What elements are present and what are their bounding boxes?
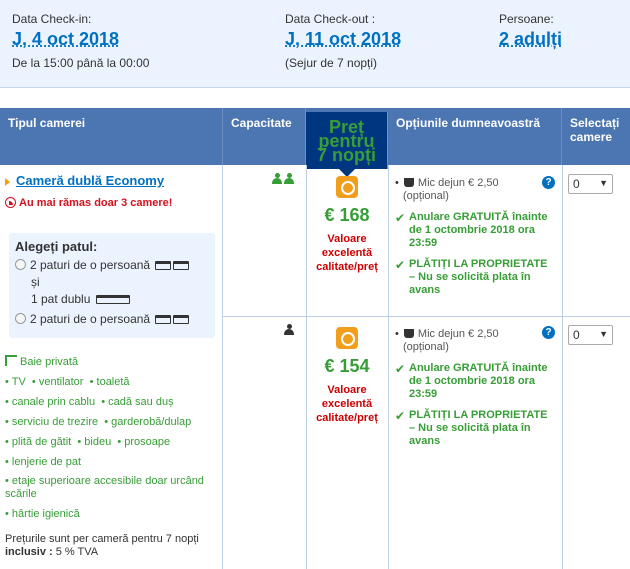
checkin-hours: De la 15:00 până la 00:00	[12, 56, 150, 70]
facility-item: • serviciu de trezire • garderobă/dulap	[5, 416, 192, 428]
checkout-date[interactable]: J, 11 oct 2018	[285, 29, 402, 49]
stay-length: (Sejur de 7 nopți)	[285, 56, 378, 70]
header-price: Preț pentru 7 nopți	[306, 112, 388, 177]
double-bed-icon	[95, 295, 130, 304]
header-select: Selectați camere	[570, 116, 620, 144]
room-name-link[interactable]: Cameră dublă Economy	[5, 173, 164, 188]
checkmark-icon: ✔	[395, 211, 406, 225]
bed-option-1[interactable]: 2 paturi de o persoană și 1 pat dublu	[15, 257, 209, 308]
facility-item: • hârtie igienică	[5, 508, 80, 520]
price-note: Prețurile sunt per cameră pentru 7 nopți…	[5, 533, 199, 558]
facility-item: • TV • ventilator • toaletă	[5, 376, 130, 388]
free-cancellation: ✔ Anulare GRATUITĂ înainte de 1 octombrie…	[395, 211, 548, 249]
checkmark-icon: ✔	[395, 409, 406, 423]
shower-icon	[5, 355, 17, 366]
facility-item: • plită de gătit • bideu • prosoape	[5, 436, 171, 448]
offer-2-room-select[interactable]: 0 ▼	[568, 325, 613, 345]
facility-item: Baie privată	[5, 352, 217, 372]
bed-option-2[interactable]: 2 paturi de o persoană	[15, 311, 209, 328]
clock-icon	[5, 197, 16, 208]
guests-label: Persoane:	[499, 12, 554, 26]
divider	[223, 316, 630, 317]
pay-at-property: ✔ PLĂTIȚI LA PROPRIETATE – Nu se solicită…	[395, 409, 548, 447]
offer-2-price: € 154	[324, 356, 370, 376]
checkin-date[interactable]: J, 4 oct 2018	[12, 29, 120, 49]
value-badge-icon	[336, 327, 358, 349]
scarcity-message: Au mai rămas doar 3 camere!	[5, 197, 172, 209]
single-bed-icon	[155, 261, 172, 270]
guests-value[interactable]: 2 adulți	[499, 29, 563, 49]
bed-choice-title: Alegeți patul:	[15, 239, 98, 254]
breakfast-option: • Mic dejun € 2,50 (opțional)	[395, 328, 499, 353]
single-bed-icon	[155, 315, 172, 324]
radio-button[interactable]	[15, 259, 26, 270]
offer-1-price-cell: € 168 Valoare excelentă calitate/preț	[306, 176, 388, 274]
single-bed-icon	[173, 261, 190, 270]
chevron-down-icon: ▼	[599, 178, 608, 188]
radio-button[interactable]	[15, 313, 26, 324]
checkmark-icon: ✔	[395, 362, 406, 376]
value-badge-icon	[336, 176, 358, 198]
offer-2-options: • Mic dejun € 2,50 (opțional) ✔ Anulare GR…	[395, 328, 555, 448]
facilities-list: Baie privată • TV • ventilator • toaletă…	[5, 352, 217, 524]
two-persons-icon	[272, 173, 296, 187]
checkmark-icon: ✔	[395, 258, 406, 272]
info-icon[interactable]: ?	[542, 326, 555, 339]
single-bed-icon	[173, 315, 190, 324]
facility-item: • canale prin cablu • cadă sau duș	[5, 396, 174, 408]
checkout-block: Data Check-out : J, 11 oct 2018 (Sejur d…	[285, 12, 401, 70]
checkout-label: Data Check-out :	[285, 12, 376, 26]
facility-item: • lenjerie de pat	[5, 456, 82, 468]
pay-at-property: ✔ PLĂTIȚI LA PROPRIETATE – Nu se solicită…	[395, 258, 548, 296]
bed-choice-box: Alegeți patul: 2 paturi de o persoană și…	[9, 233, 215, 338]
chevron-down-icon: ▼	[599, 329, 608, 339]
divider	[562, 165, 563, 569]
header-room-type: Tipul camerei	[0, 108, 223, 165]
divider	[306, 165, 307, 569]
header-options: Opțiunile dumneavoastră	[388, 108, 562, 165]
checkin-block: Data Check-in: J, 4 oct 2018 De la 15:00…	[12, 12, 149, 70]
offer-2-value-label: Valoare excelentă calitate/preț	[316, 384, 378, 424]
one-person-icon	[284, 324, 296, 338]
booking-summary: Data Check-in: J, 4 oct 2018 De la 15:00…	[0, 0, 630, 88]
rooms-table-header: Tipul camerei Capacitate Preț pentru 7 n…	[0, 108, 630, 177]
offer-2-price-cell: € 154 Valoare excelentă calitate/preț	[306, 327, 388, 425]
divider	[388, 165, 389, 569]
free-cancellation: ✔ Anulare GRATUITĂ înainte de 1 octombrie…	[395, 362, 548, 400]
offer-1-price: € 168	[324, 205, 370, 225]
facility-item: • etaje superioare accesibile doar urcân…	[5, 475, 204, 500]
checkin-label: Data Check-in:	[12, 12, 92, 26]
offer-1-value-label: Valoare excelentă calitate/preț	[316, 233, 378, 273]
breakfast-option: • Mic dejun € 2,50 (opțional)	[395, 177, 499, 202]
offer-1-options: • Mic dejun € 2,50 (opțional) ✔ Anulare GR…	[395, 177, 555, 297]
offer-1-room-select[interactable]: 0 ▼	[568, 174, 613, 194]
info-icon[interactable]: ?	[542, 176, 555, 189]
coffee-cup-icon	[403, 178, 414, 187]
arrow-right-icon	[5, 177, 10, 186]
header-capacity: Capacitate	[223, 108, 306, 165]
guests-block: Persoane: 2 adulți	[499, 12, 562, 50]
coffee-cup-icon	[403, 329, 414, 338]
divider	[222, 165, 223, 569]
